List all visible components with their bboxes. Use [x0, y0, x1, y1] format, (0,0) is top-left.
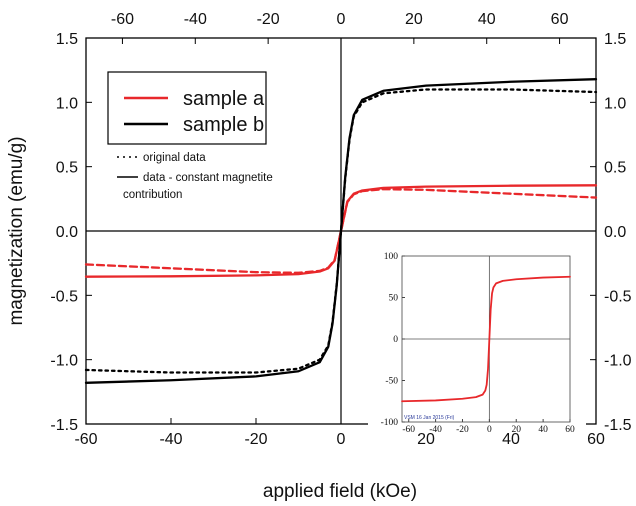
right-y-tick-label: -1.0: [604, 353, 632, 370]
top-x-tick-label: -20: [257, 11, 280, 28]
y-axis-label: magnetization (emu/g): [6, 136, 27, 325]
series-line-4: [84, 88, 598, 374]
axis-tick-labels: -60 -40 -20 0 20 40 60-1.5 -1.5-1.0 -1.0-0.5 -0.5…: [50, 11, 631, 448]
legend: sample a sample b original data data - c…: [107, 71, 273, 201]
y-tick-label: 100: [384, 252, 399, 262]
x-tick-label: 0: [487, 425, 492, 435]
right-y-tick-label: 0.0: [604, 224, 626, 241]
x-tick-label: 20: [417, 431, 435, 448]
legend-label-corrected-data: data - constant magnetite: [143, 172, 273, 184]
x-tick-label: 60: [565, 425, 575, 435]
x-tick-label: -20: [456, 425, 469, 435]
x-tick-label: -60: [74, 431, 97, 448]
x-tick-label: 40: [538, 425, 548, 435]
legend-label-sample-a: sample a: [183, 88, 265, 110]
y-tick-label: 1.0: [56, 95, 78, 112]
right-y-tick-label: 1.5: [604, 31, 626, 48]
legend-label-corrected-data-line2: contribution: [123, 189, 182, 201]
y-tick-label: -50: [385, 377, 398, 387]
right-y-tick-label: -0.5: [604, 288, 632, 305]
inset-series-layer: [401, 275, 571, 403]
y-tick-label: 0.0: [56, 224, 78, 241]
x-tick-label: 60: [587, 431, 605, 448]
series-line-1: [401, 275, 571, 403]
right-y-tick-label: 1.0: [604, 95, 626, 112]
y-tick-label: -1.5: [50, 417, 78, 434]
inset-axis-ticks: [402, 255, 571, 423]
y-tick-label: -1.0: [50, 353, 78, 370]
y-tick-label: 50: [389, 294, 399, 304]
x-tick-label: -20: [244, 431, 267, 448]
x-tick-label: 40: [502, 431, 520, 448]
inset-chart: -60 -40 -20 0 20 40 60 -100 -50 0 50 100 VSM 16 Jan…: [368, 249, 586, 435]
x-tick-label: 20: [511, 425, 521, 435]
top-x-tick-label: 0: [337, 11, 346, 28]
x-axis-label: applied field (kOe): [263, 481, 417, 502]
y-tick-label: 1.5: [56, 31, 78, 48]
top-x-tick-label: 60: [551, 11, 569, 28]
inset-axis-tick-labels: -60 -40 -20 0 20 40 60 -100 -50 0 50 100: [381, 252, 575, 435]
top-x-tick-label: 40: [478, 11, 496, 28]
x-tick-label: -60: [402, 425, 415, 435]
y-tick-label: -100: [381, 418, 399, 428]
top-x-tick-label: 20: [405, 11, 423, 28]
legend-box: [107, 71, 267, 145]
top-x-tick-label: -60: [111, 11, 134, 28]
y-tick-label: 0.5: [56, 160, 78, 177]
x-tick-label: -40: [159, 431, 182, 448]
right-y-tick-label: 0.5: [604, 160, 626, 177]
x-tick-label: 0: [337, 431, 346, 448]
x-tick-label: -40: [429, 425, 442, 435]
right-y-tick-label: -1.5: [604, 417, 632, 434]
inset-stamp: VSM 16 Jan 2015 (Fri): [404, 415, 455, 421]
legend-label-original-data: original data: [143, 152, 206, 164]
inset-background: [368, 249, 586, 433]
y-tick-label: 0: [393, 335, 398, 345]
series-layer: [84, 78, 598, 384]
y-tick-label: -0.5: [50, 288, 78, 305]
legend-label-sample-b: sample b: [183, 114, 264, 136]
top-x-tick-label: -40: [184, 11, 207, 28]
